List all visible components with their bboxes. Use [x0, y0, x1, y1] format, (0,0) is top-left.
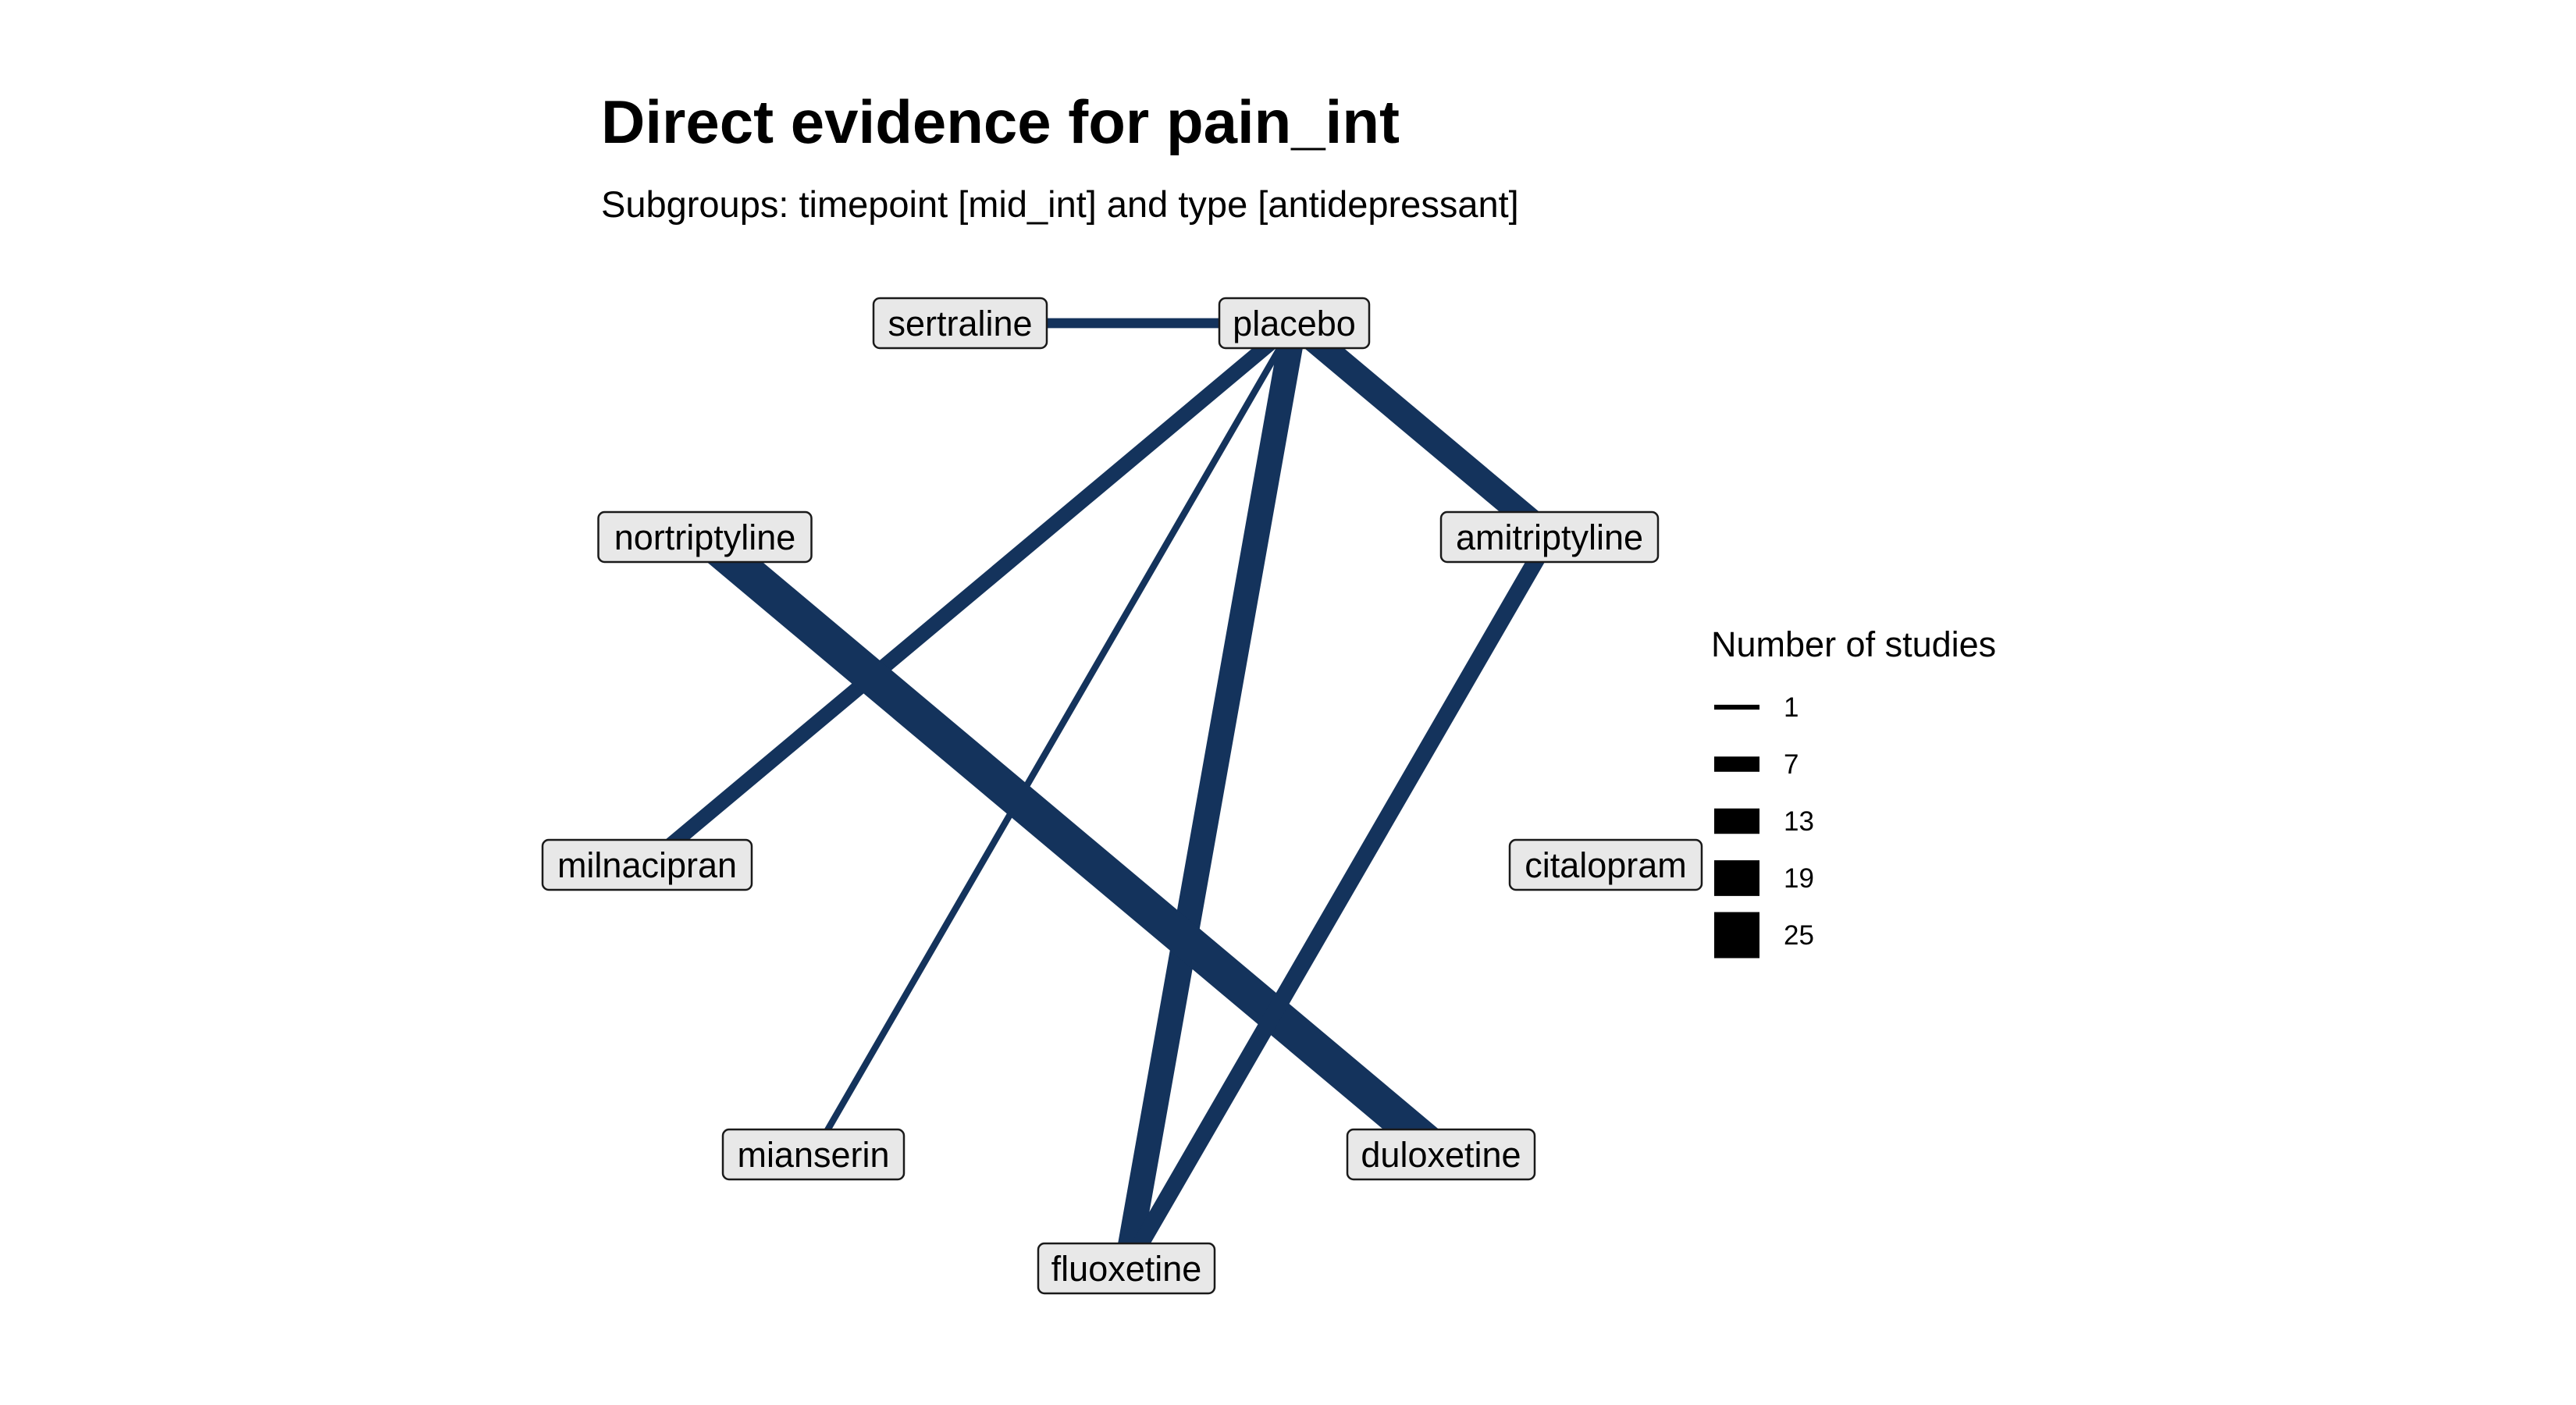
- node-label: milnacipran: [557, 845, 737, 885]
- chart-title: Direct evidence for pain_int: [601, 87, 1400, 156]
- node-box: [1218, 297, 1371, 350]
- edge-placebo-amitriptyline: [1286, 313, 1558, 547]
- node-label: nortriptyline: [614, 518, 796, 557]
- legend-label-7: 7: [1784, 749, 1799, 780]
- node-citalopram: citalopram: [1508, 838, 1703, 891]
- node-box: [541, 838, 753, 891]
- edge-placebo-mianserin: [810, 321, 1297, 1157]
- node-placebo: placebo: [1218, 297, 1371, 350]
- legend: Number of studies 1 7 13 19 25: [1711, 624, 1996, 959]
- legend-title: Number of studies: [1711, 624, 1996, 664]
- node-label: fluoxetine: [1051, 1249, 1202, 1289]
- edge-nortriptyline-duloxetine: [693, 523, 1453, 1168]
- node-fluoxetine: fluoxetine: [1037, 1242, 1216, 1295]
- node-label: mianserin: [737, 1135, 889, 1175]
- node-box: [872, 297, 1048, 350]
- node-box: [721, 1128, 906, 1181]
- node-amitriptyline: amitriptyline: [1439, 510, 1660, 564]
- node-box: [1439, 510, 1660, 564]
- edge-placebo-fluoxetine: [1113, 321, 1308, 1271]
- node-label: placebo: [1233, 304, 1356, 343]
- node-label: citalopram: [1525, 845, 1687, 885]
- nodes-layer: sertraline placebo nortriptyline amitriptyl…: [541, 297, 1703, 1295]
- node-duloxetine: duloxetine: [1346, 1128, 1536, 1181]
- node-box: [1346, 1128, 1536, 1181]
- legend-label-19: 19: [1784, 863, 1814, 894]
- node-box: [1508, 838, 1703, 891]
- legend-label-1: 1: [1784, 692, 1799, 723]
- node-nortriptyline: nortriptyline: [597, 510, 813, 564]
- edges-layer: [642, 313, 1558, 1273]
- node-label: amitriptyline: [1456, 518, 1643, 557]
- legend-label-25: 25: [1784, 920, 1814, 951]
- node-mianserin: mianserin: [721, 1128, 906, 1181]
- node-label: sertraline: [888, 304, 1032, 343]
- node-box: [597, 510, 813, 564]
- node-milnacipran: milnacipran: [541, 838, 753, 891]
- node-label: duloxetine: [1361, 1135, 1521, 1175]
- node-sertraline: sertraline: [872, 297, 1048, 350]
- chart-subtitle: Subgroups: timepoint [mid_int] and type …: [601, 183, 1519, 225]
- legend-label-13: 13: [1784, 806, 1814, 837]
- edge-placebo-milnacipran: [642, 317, 1300, 871]
- edge-amitriptyline-fluoxetine: [1119, 532, 1557, 1273]
- node-box: [1037, 1242, 1216, 1295]
